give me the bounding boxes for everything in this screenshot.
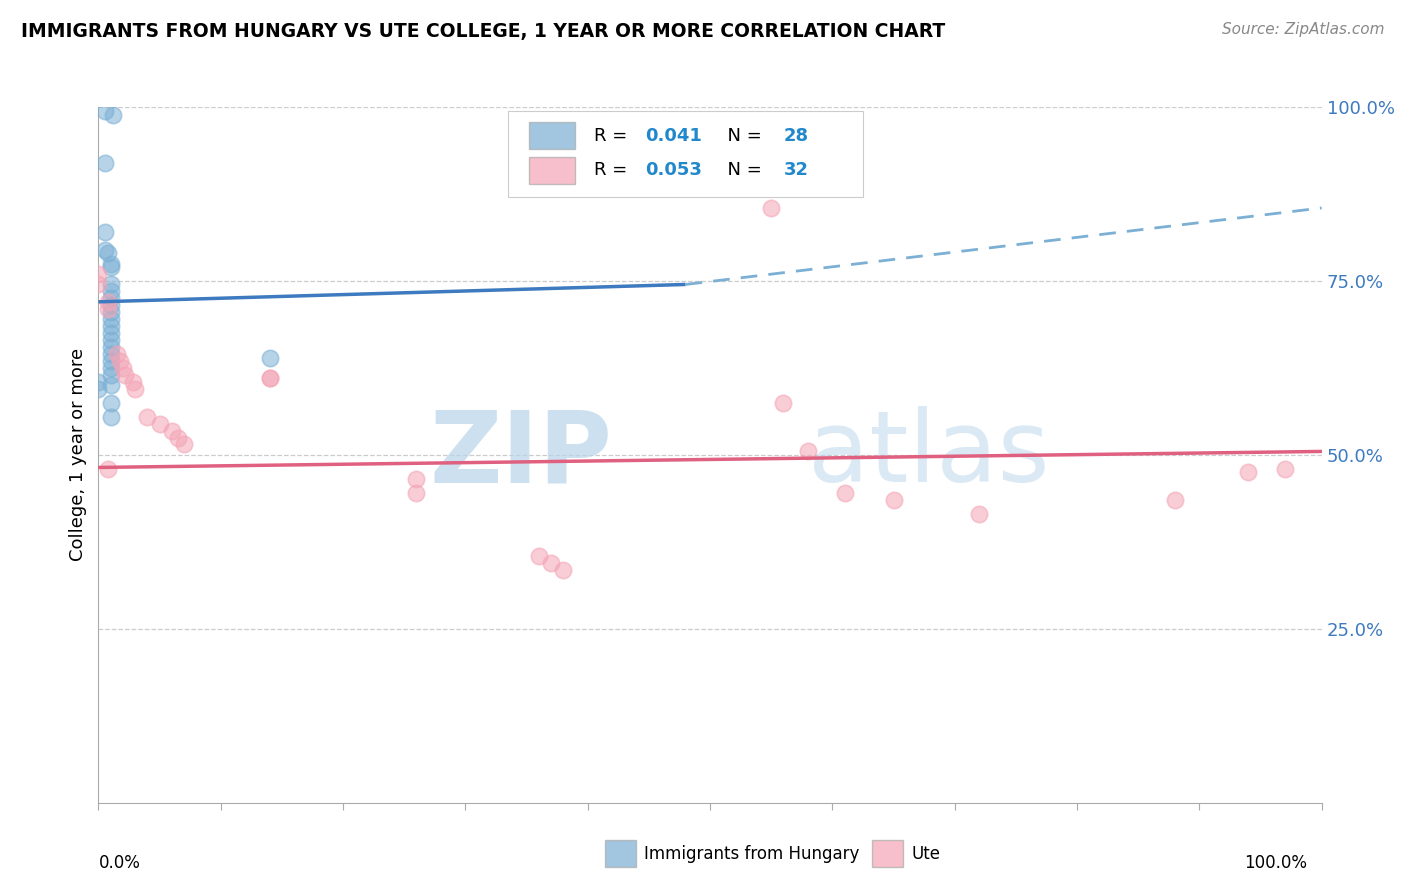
Point: [100, 312, 122, 326]
Point: [124, 382, 146, 396]
Point: [797, 444, 820, 458]
Point: [110, 354, 132, 368]
Point: [405, 472, 427, 486]
Point: [772, 396, 794, 410]
Text: 28: 28: [783, 127, 808, 145]
Text: Immigrants from Hungary: Immigrants from Hungary: [644, 845, 859, 863]
Point: [100, 409, 122, 424]
Point: [259, 351, 281, 365]
Point: [405, 486, 427, 500]
Point: [1164, 493, 1187, 508]
Point: [259, 371, 281, 385]
Text: 0.0%: 0.0%: [98, 855, 141, 872]
Point: [93, 225, 115, 239]
Text: N =: N =: [716, 127, 768, 145]
Y-axis label: College, 1 year or more: College, 1 year or more: [69, 349, 87, 561]
Point: [100, 260, 122, 274]
Point: [149, 417, 172, 431]
Point: [87, 375, 110, 389]
Point: [136, 409, 159, 424]
Point: [93, 103, 115, 118]
Point: [527, 549, 550, 563]
Point: [100, 347, 122, 361]
Text: ZIP: ZIP: [429, 407, 612, 503]
Point: [111, 360, 134, 375]
Point: [100, 285, 122, 299]
Point: [97, 246, 120, 260]
Point: [100, 305, 122, 319]
Point: [121, 375, 143, 389]
Point: [114, 368, 136, 382]
FancyBboxPatch shape: [529, 122, 575, 149]
FancyBboxPatch shape: [508, 111, 863, 197]
Point: [100, 291, 122, 305]
Point: [1237, 466, 1260, 480]
Point: [101, 108, 124, 122]
Point: [100, 368, 122, 382]
Point: [173, 437, 195, 451]
Point: [100, 333, 122, 347]
Point: [100, 256, 122, 270]
Text: 0.053: 0.053: [645, 161, 702, 179]
FancyBboxPatch shape: [529, 157, 575, 184]
Point: [97, 301, 120, 316]
Text: Ute: Ute: [911, 845, 941, 863]
Point: [105, 347, 128, 361]
Point: [167, 431, 190, 445]
Point: [87, 382, 110, 396]
Point: [834, 486, 856, 500]
Point: [100, 354, 122, 368]
Text: R =: R =: [593, 127, 633, 145]
Text: N =: N =: [716, 161, 768, 179]
Point: [553, 563, 575, 577]
Point: [100, 277, 122, 292]
Point: [100, 298, 122, 312]
Point: [97, 294, 120, 309]
Point: [93, 243, 115, 257]
Point: [87, 277, 110, 292]
Point: [87, 267, 110, 281]
Point: [100, 360, 122, 375]
Text: 0.041: 0.041: [645, 127, 702, 145]
Point: [100, 378, 122, 392]
Point: [100, 396, 122, 410]
Text: 32: 32: [783, 161, 808, 179]
Point: [259, 371, 281, 385]
Point: [97, 462, 120, 476]
Point: [93, 155, 115, 169]
Text: atlas: atlas: [808, 407, 1049, 503]
Text: 100.0%: 100.0%: [1244, 855, 1308, 872]
Point: [100, 340, 122, 354]
Point: [967, 507, 990, 521]
Point: [761, 201, 783, 215]
Text: IMMIGRANTS FROM HUNGARY VS UTE COLLEGE, 1 YEAR OR MORE CORRELATION CHART: IMMIGRANTS FROM HUNGARY VS UTE COLLEGE, …: [21, 22, 945, 41]
Point: [160, 424, 183, 438]
Point: [540, 556, 562, 570]
Point: [100, 319, 122, 334]
Point: [1274, 462, 1296, 476]
Point: [883, 493, 905, 508]
Point: [100, 326, 122, 340]
Text: R =: R =: [593, 161, 633, 179]
Text: Source: ZipAtlas.com: Source: ZipAtlas.com: [1222, 22, 1385, 37]
